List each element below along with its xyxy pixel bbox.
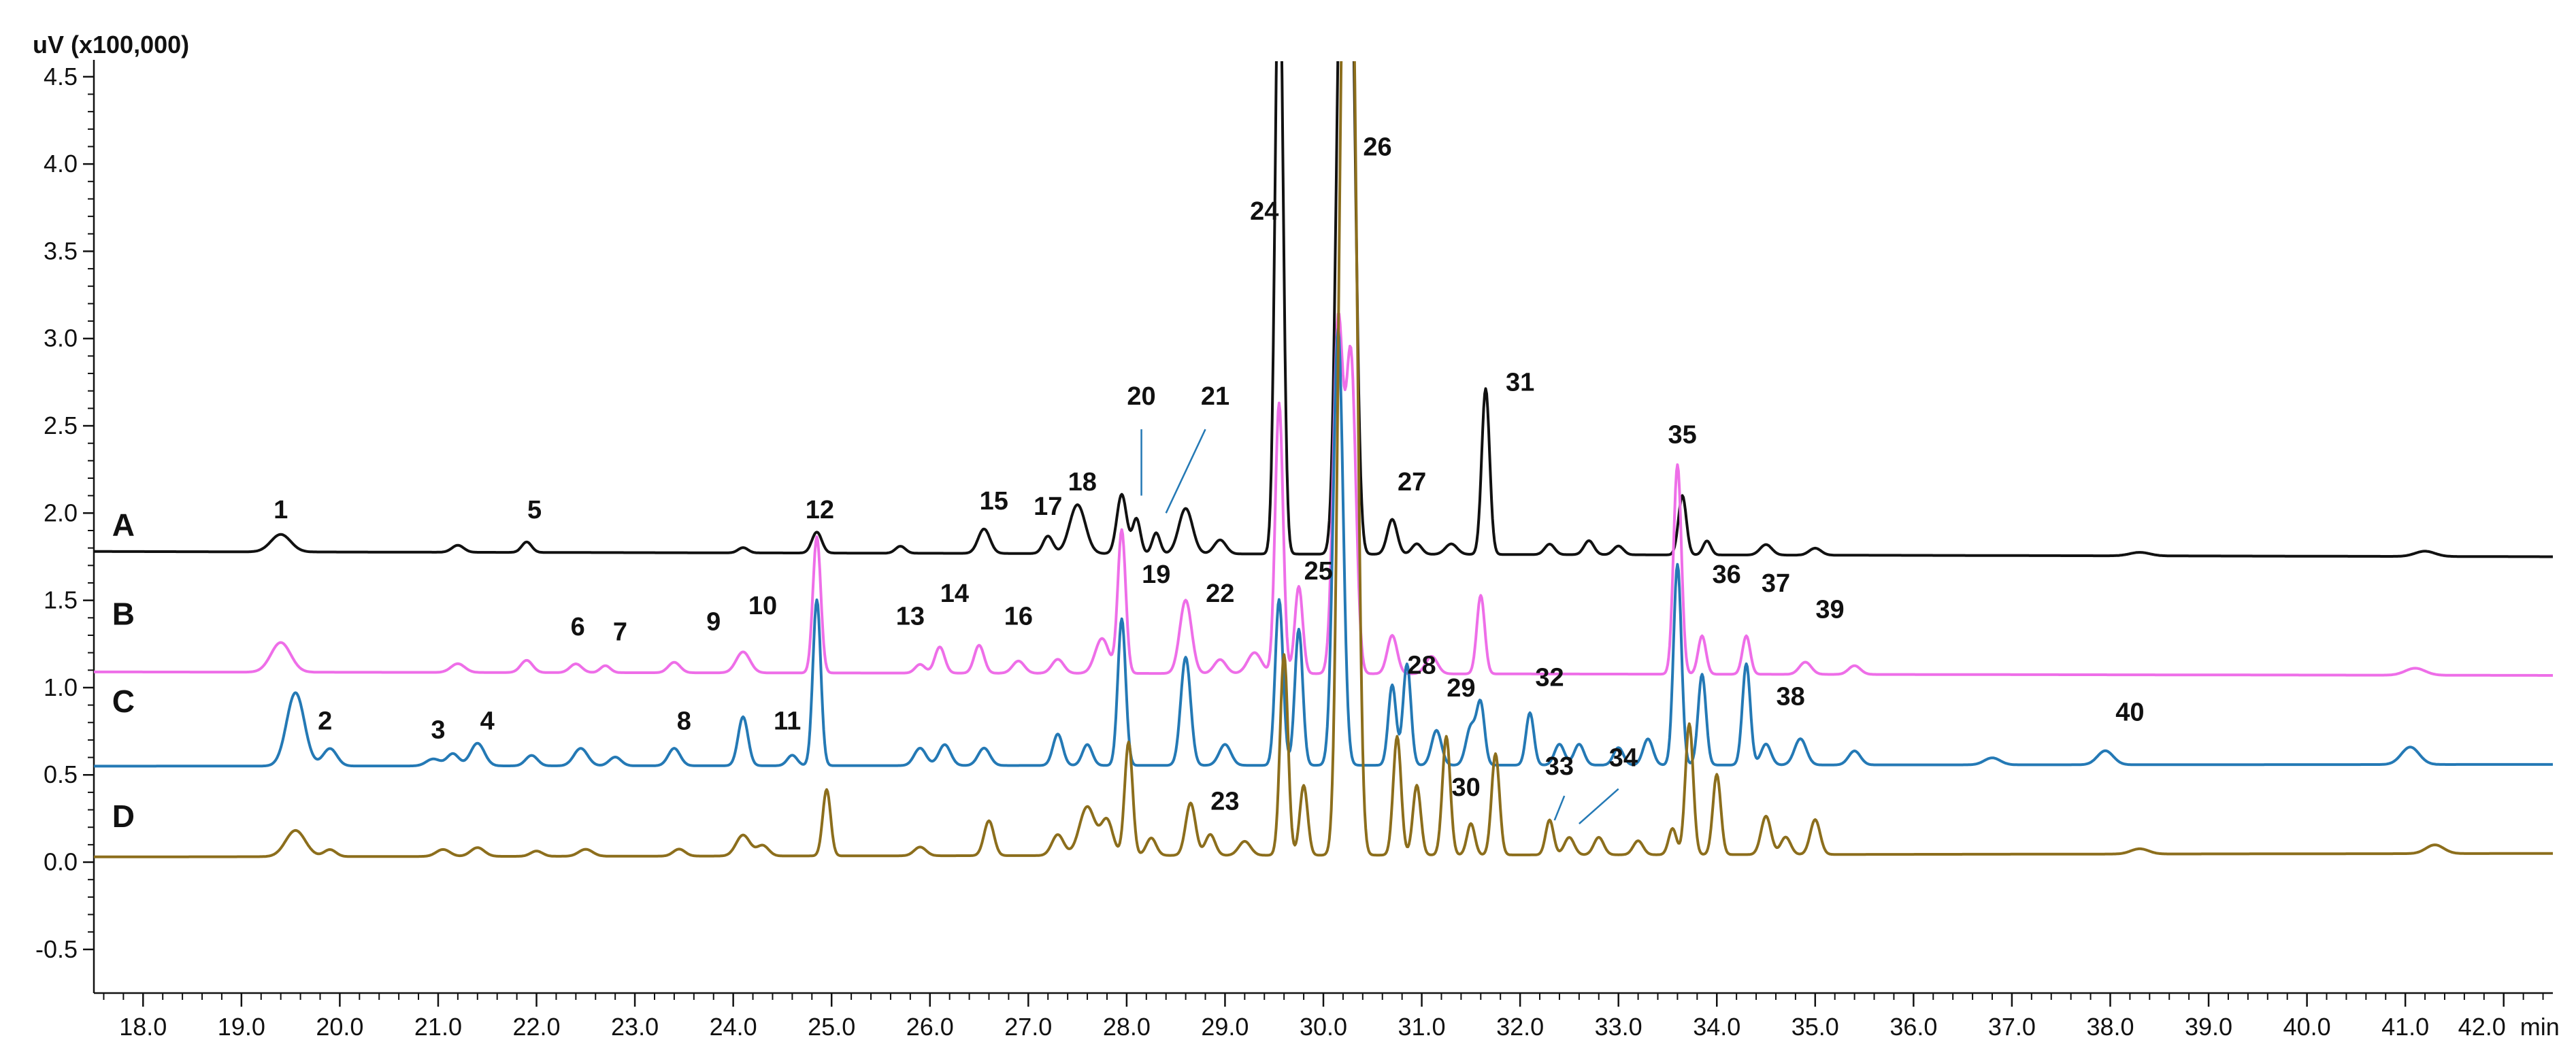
traces <box>94 61 2553 858</box>
x-tick-label: 41.0 <box>2381 1013 2429 1041</box>
x-tick-label: 24.0 <box>710 1013 757 1041</box>
peak-label-22: 22 <box>1206 580 1234 608</box>
peak-label-29: 29 <box>1447 674 1475 703</box>
peak-label-19: 19 <box>1142 560 1170 589</box>
x-tick-label: 37.0 <box>1988 1013 2036 1041</box>
x-tick-label: 21.0 <box>414 1013 462 1041</box>
x-tick-label: 25.0 <box>808 1013 855 1041</box>
peak-label-18: 18 <box>1068 468 1097 497</box>
peak-label-6: 6 <box>571 613 585 641</box>
axes: -0.50.00.51.01.52.02.53.03.54.04.518.0 19… <box>35 60 2560 1041</box>
peak-label-35: 35 <box>1668 421 1697 450</box>
x-tick-label: 35.0 <box>1791 1013 1839 1041</box>
x-tick-label: 36.0 <box>1889 1013 1937 1041</box>
peak-label-33: 33 <box>1545 752 1574 781</box>
peak-label-20: 20 <box>1127 382 1155 411</box>
peak-label-17: 17 <box>1034 492 1062 521</box>
y-tick-label: 3.0 <box>44 324 78 352</box>
x-unit-label: min <box>2520 1013 2560 1041</box>
peak-label-1: 1 <box>274 496 288 524</box>
annotation-line-21 <box>1165 429 1206 514</box>
x-tick-label: 28.0 <box>1103 1013 1151 1041</box>
annotation-lines <box>1140 429 1619 825</box>
x-tick-label: 29.0 <box>1201 1013 1249 1041</box>
trace-c <box>94 327 2553 768</box>
y-tick-label: 0.5 <box>44 760 78 788</box>
peak-label-36: 36 <box>1713 560 1741 589</box>
peak-label-31: 31 <box>1506 369 1534 397</box>
trace-b <box>94 312 2553 677</box>
peak-label-12: 12 <box>806 496 834 524</box>
y-tick-label: 0.0 <box>44 848 78 876</box>
peak-label-30: 30 <box>1451 773 1480 802</box>
y-tick-label: 2.5 <box>44 412 78 439</box>
peak-label-34: 34 <box>1609 743 1638 772</box>
peak-label-3: 3 <box>431 716 445 744</box>
peak-label-39: 39 <box>1815 595 1844 624</box>
y-tick-label: -0.5 <box>35 935 78 963</box>
y-tick-label: 1.5 <box>44 586 78 614</box>
trace-d <box>94 61 2553 858</box>
peak-label-21: 21 <box>1201 382 1229 411</box>
peak-label-11: 11 <box>774 707 801 736</box>
peak-label-4: 4 <box>480 707 495 736</box>
peak-label-9: 9 <box>706 607 721 636</box>
trace-label-d: D <box>112 799 135 834</box>
x-tick-label: 33.0 <box>1595 1013 1642 1041</box>
y-tick-label: 4.0 <box>44 150 78 178</box>
x-tick-label: 27.0 <box>1004 1013 1052 1041</box>
x-tick-label: 20.0 <box>316 1013 363 1041</box>
y-tick-label: 1.0 <box>44 673 78 701</box>
annotation-line-34 <box>1579 788 1619 825</box>
y-unit-label: uV (x100,000) <box>33 31 189 58</box>
y-tick-label: 2.0 <box>44 499 78 526</box>
peak-label-28: 28 <box>1407 651 1436 680</box>
x-tick-label: 31.0 <box>1398 1013 1446 1041</box>
annotation-line-33 <box>1553 795 1566 821</box>
peak-label-15: 15 <box>980 487 1008 516</box>
x-tick-label: 40.0 <box>2283 1013 2331 1041</box>
trace-label-b: B <box>112 597 135 632</box>
peak-label-16: 16 <box>1004 603 1033 631</box>
peak-label-7: 7 <box>613 618 627 647</box>
trace-label-c: C <box>112 684 135 719</box>
y-tick-label: 3.5 <box>44 237 78 265</box>
peak-label-13: 13 <box>896 603 925 631</box>
x-tick-label: 26.0 <box>906 1013 954 1041</box>
peak-label-37: 37 <box>1762 569 1790 598</box>
x-tick-label: 39.0 <box>2185 1013 2232 1041</box>
peak-label-2: 2 <box>318 707 332 736</box>
peak-label-26: 26 <box>1363 133 1391 161</box>
peak-label-23: 23 <box>1210 788 1239 816</box>
x-tick-label: 23.0 <box>611 1013 659 1041</box>
y-tick-label: 4.5 <box>44 63 78 90</box>
x-tick-label: 42.0 <box>2458 1013 2506 1041</box>
peak-label-38: 38 <box>1777 683 1805 711</box>
peak-label-14: 14 <box>940 580 969 608</box>
peak-label-25: 25 <box>1304 557 1333 586</box>
x-tick-label: 30.0 <box>1300 1013 1347 1041</box>
x-tick-label: 19.0 <box>218 1013 265 1041</box>
peak-label-5: 5 <box>527 496 542 524</box>
x-tick-label: 18.0 <box>119 1013 167 1041</box>
peak-label-32: 32 <box>1535 663 1564 692</box>
x-tick-label: 34.0 <box>1693 1013 1740 1041</box>
x-tick-label: 22.0 <box>512 1013 560 1041</box>
trace-a <box>94 61 2553 558</box>
peak-label-8: 8 <box>677 707 691 736</box>
trace-label-a: A <box>112 507 135 543</box>
peak-label-40: 40 <box>2115 699 2144 727</box>
peak-label-24: 24 <box>1250 197 1278 226</box>
peak-label-10: 10 <box>748 592 777 620</box>
peak-label-27: 27 <box>1398 468 1426 497</box>
x-tick-label: 38.0 <box>2086 1013 2134 1041</box>
x-tick-label: 32.0 <box>1496 1013 1544 1041</box>
trace-labels: A B C D <box>112 507 135 835</box>
